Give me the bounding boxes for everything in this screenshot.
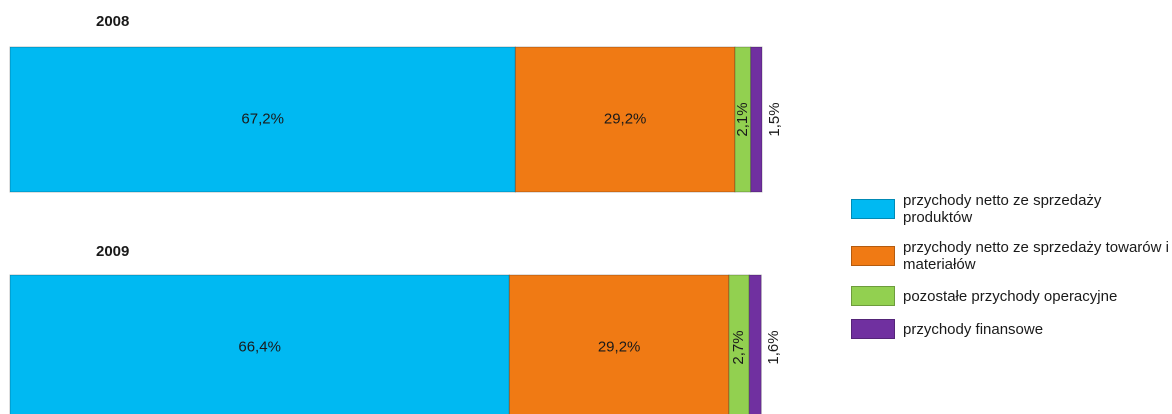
data-label: 66,4% — [238, 338, 281, 355]
legend-entry: przychody netto ze sprzedaży towarów i m… — [851, 239, 1172, 273]
legend-entry: pozostałe przychody operacyjne — [851, 286, 1172, 306]
data-label: 29,2% — [604, 110, 647, 127]
bar-segment — [9, 274, 510, 414]
legend-entry: przychody finansowe — [851, 319, 1172, 339]
legend-swatch — [851, 199, 895, 219]
bar-segment — [750, 46, 763, 193]
legend: przychody netto ze sprzedaży produktów pr… — [851, 192, 1172, 352]
data-label: 1,6% — [765, 330, 782, 364]
legend-label: przychody netto ze sprzedaży towarów i m… — [903, 239, 1169, 273]
data-label: 29,2% — [598, 338, 641, 355]
bar-segment — [748, 274, 762, 414]
category-label: 2008 — [96, 13, 129, 30]
data-label: 67,2% — [241, 110, 284, 127]
legend-swatch — [851, 286, 895, 306]
legend-swatch — [851, 246, 895, 266]
data-label: 2,7% — [730, 330, 747, 364]
legend-label: pozostałe przychody operacyjne — [903, 287, 1118, 305]
legend-label: przychody finansowe — [903, 320, 1044, 338]
category-label: 2009 — [96, 243, 129, 260]
legend-swatch — [851, 319, 895, 339]
bar-segment — [508, 274, 730, 414]
data-label: 2,1% — [734, 102, 751, 136]
legend-label: przychody netto ze sprzedaży produktów — [903, 192, 1102, 226]
legend-entry: przychody netto ze sprzedaży produktów — [851, 192, 1172, 226]
data-label: 1,5% — [766, 102, 783, 136]
